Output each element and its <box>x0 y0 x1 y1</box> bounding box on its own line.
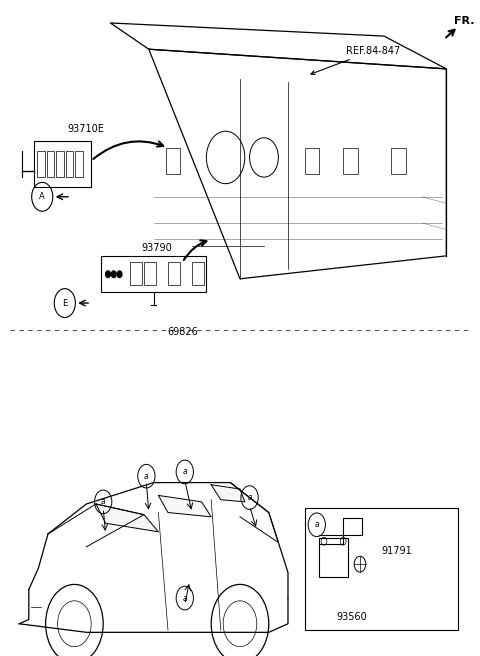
Text: REF.84-847: REF.84-847 <box>311 46 400 75</box>
Circle shape <box>117 271 122 277</box>
Text: a: a <box>101 497 106 506</box>
Polygon shape <box>96 504 158 532</box>
Text: a: a <box>182 594 187 603</box>
Polygon shape <box>158 495 211 517</box>
Text: a: a <box>144 472 149 481</box>
Text: 93560: 93560 <box>336 611 367 622</box>
Text: FR.: FR. <box>454 16 474 26</box>
Text: E: E <box>62 298 67 308</box>
Text: 93710E: 93710E <box>67 125 104 134</box>
Circle shape <box>111 271 116 277</box>
Text: 93790: 93790 <box>142 243 172 253</box>
Circle shape <box>106 271 110 277</box>
Text: a: a <box>182 467 187 476</box>
Text: a: a <box>314 520 319 529</box>
Text: a: a <box>247 493 252 502</box>
Text: A: A <box>39 192 45 201</box>
Text: 91791: 91791 <box>382 546 412 556</box>
Text: 69826: 69826 <box>167 327 198 337</box>
Polygon shape <box>211 485 245 502</box>
